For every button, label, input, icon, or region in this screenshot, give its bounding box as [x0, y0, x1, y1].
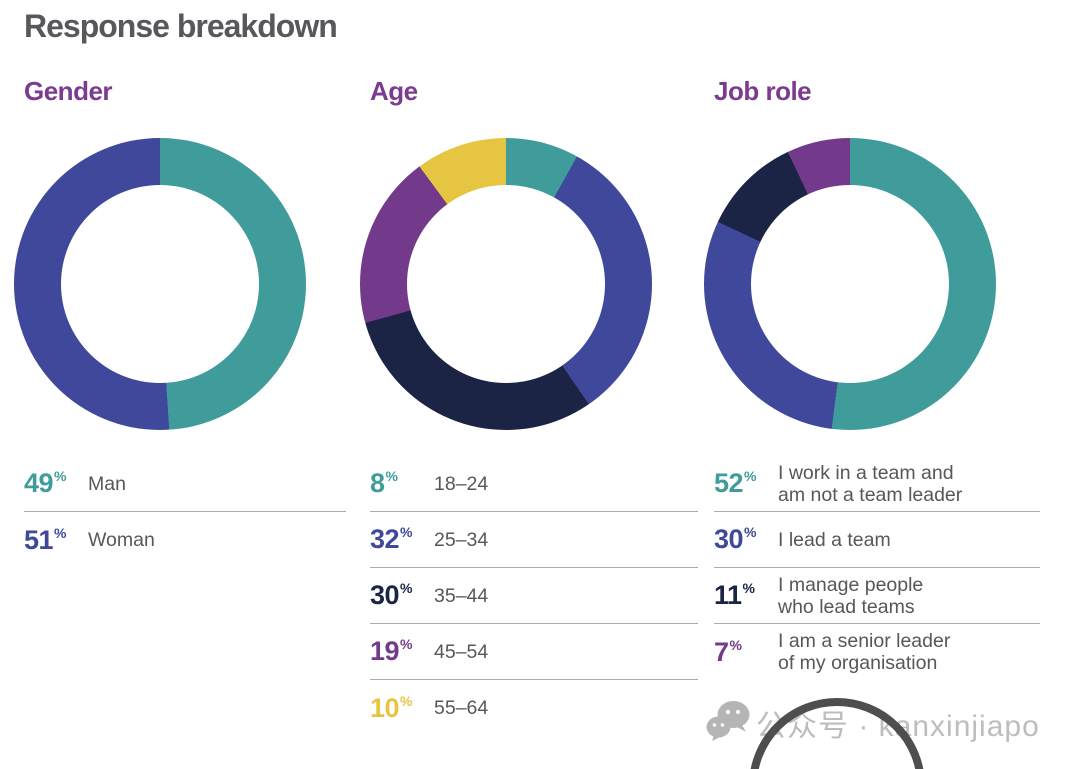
legend-label: 18–24 — [434, 472, 489, 495]
job-role-legend: 52% I work in a team and am not a team le… — [714, 456, 1040, 680]
legend-row: 51% Woman — [24, 512, 346, 568]
legend-label: I lead a team — [778, 528, 891, 551]
legend-label: 35–44 — [434, 584, 489, 607]
legend-percent: 30% — [370, 580, 412, 610]
donut-hole — [751, 185, 949, 383]
gender-donut-chart — [14, 138, 306, 430]
legend-row: 32% 25–34 — [370, 512, 698, 568]
legend-label: I work in a team and am not a team leade… — [778, 461, 963, 506]
legend-row: 52% I work in a team and am not a team le… — [714, 456, 1040, 512]
legend-percent: 51% — [24, 524, 66, 555]
legend-label: Man — [88, 472, 126, 495]
donut-hole — [407, 185, 605, 383]
job-role-heading: Job role — [714, 76, 812, 106]
legend-label: 25–34 — [434, 528, 489, 551]
donut-hole — [61, 185, 259, 383]
legend-label: I manage people who lead teams — [778, 573, 924, 618]
legend-row: 30% 35–44 — [370, 568, 698, 624]
legend-label: I am a senior leader of my organisation — [778, 630, 951, 674]
legend-percent: 52% — [714, 468, 756, 498]
legend-percent: 10% — [370, 692, 412, 723]
job-role-donut-chart — [704, 138, 996, 430]
legend-row: 49% Man — [24, 456, 346, 512]
age-heading: Age — [370, 76, 418, 106]
age-legend: 8% 18–24 32% 25–34 30% 35–44 19% 45–54 10% 55–64 — [370, 456, 698, 736]
legend-percent: 11% — [714, 580, 755, 610]
legend-row: 19% 45–54 — [370, 624, 698, 680]
legend-label: 45–54 — [434, 640, 489, 663]
legend-label: 55–64 — [434, 697, 489, 719]
legend-percent: 49% — [24, 468, 66, 498]
legend-row: 11% I manage people who lead teams — [714, 568, 1040, 624]
legend-percent: 7% — [714, 636, 742, 667]
legend-row: 8% 18–24 — [370, 456, 698, 512]
legend-percent: 32% — [370, 524, 412, 554]
wechat-icon — [706, 701, 750, 741]
legend-percent: 30% — [714, 524, 756, 554]
legend-row: 7% I am a senior leader of my organisatio… — [714, 624, 1040, 680]
legend-percent: 8% — [370, 468, 398, 498]
gender-heading: Gender — [24, 76, 113, 106]
page-title: Response breakdown — [24, 8, 338, 44]
legend-row: 30% I lead a team — [714, 512, 1040, 568]
legend-label: Woman — [88, 529, 155, 551]
gender-legend: 49% Man 51% Woman — [24, 456, 346, 568]
age-donut-chart — [360, 138, 652, 430]
legend-row: 10% 55–64 — [370, 680, 698, 736]
legend-percent: 19% — [370, 636, 412, 666]
